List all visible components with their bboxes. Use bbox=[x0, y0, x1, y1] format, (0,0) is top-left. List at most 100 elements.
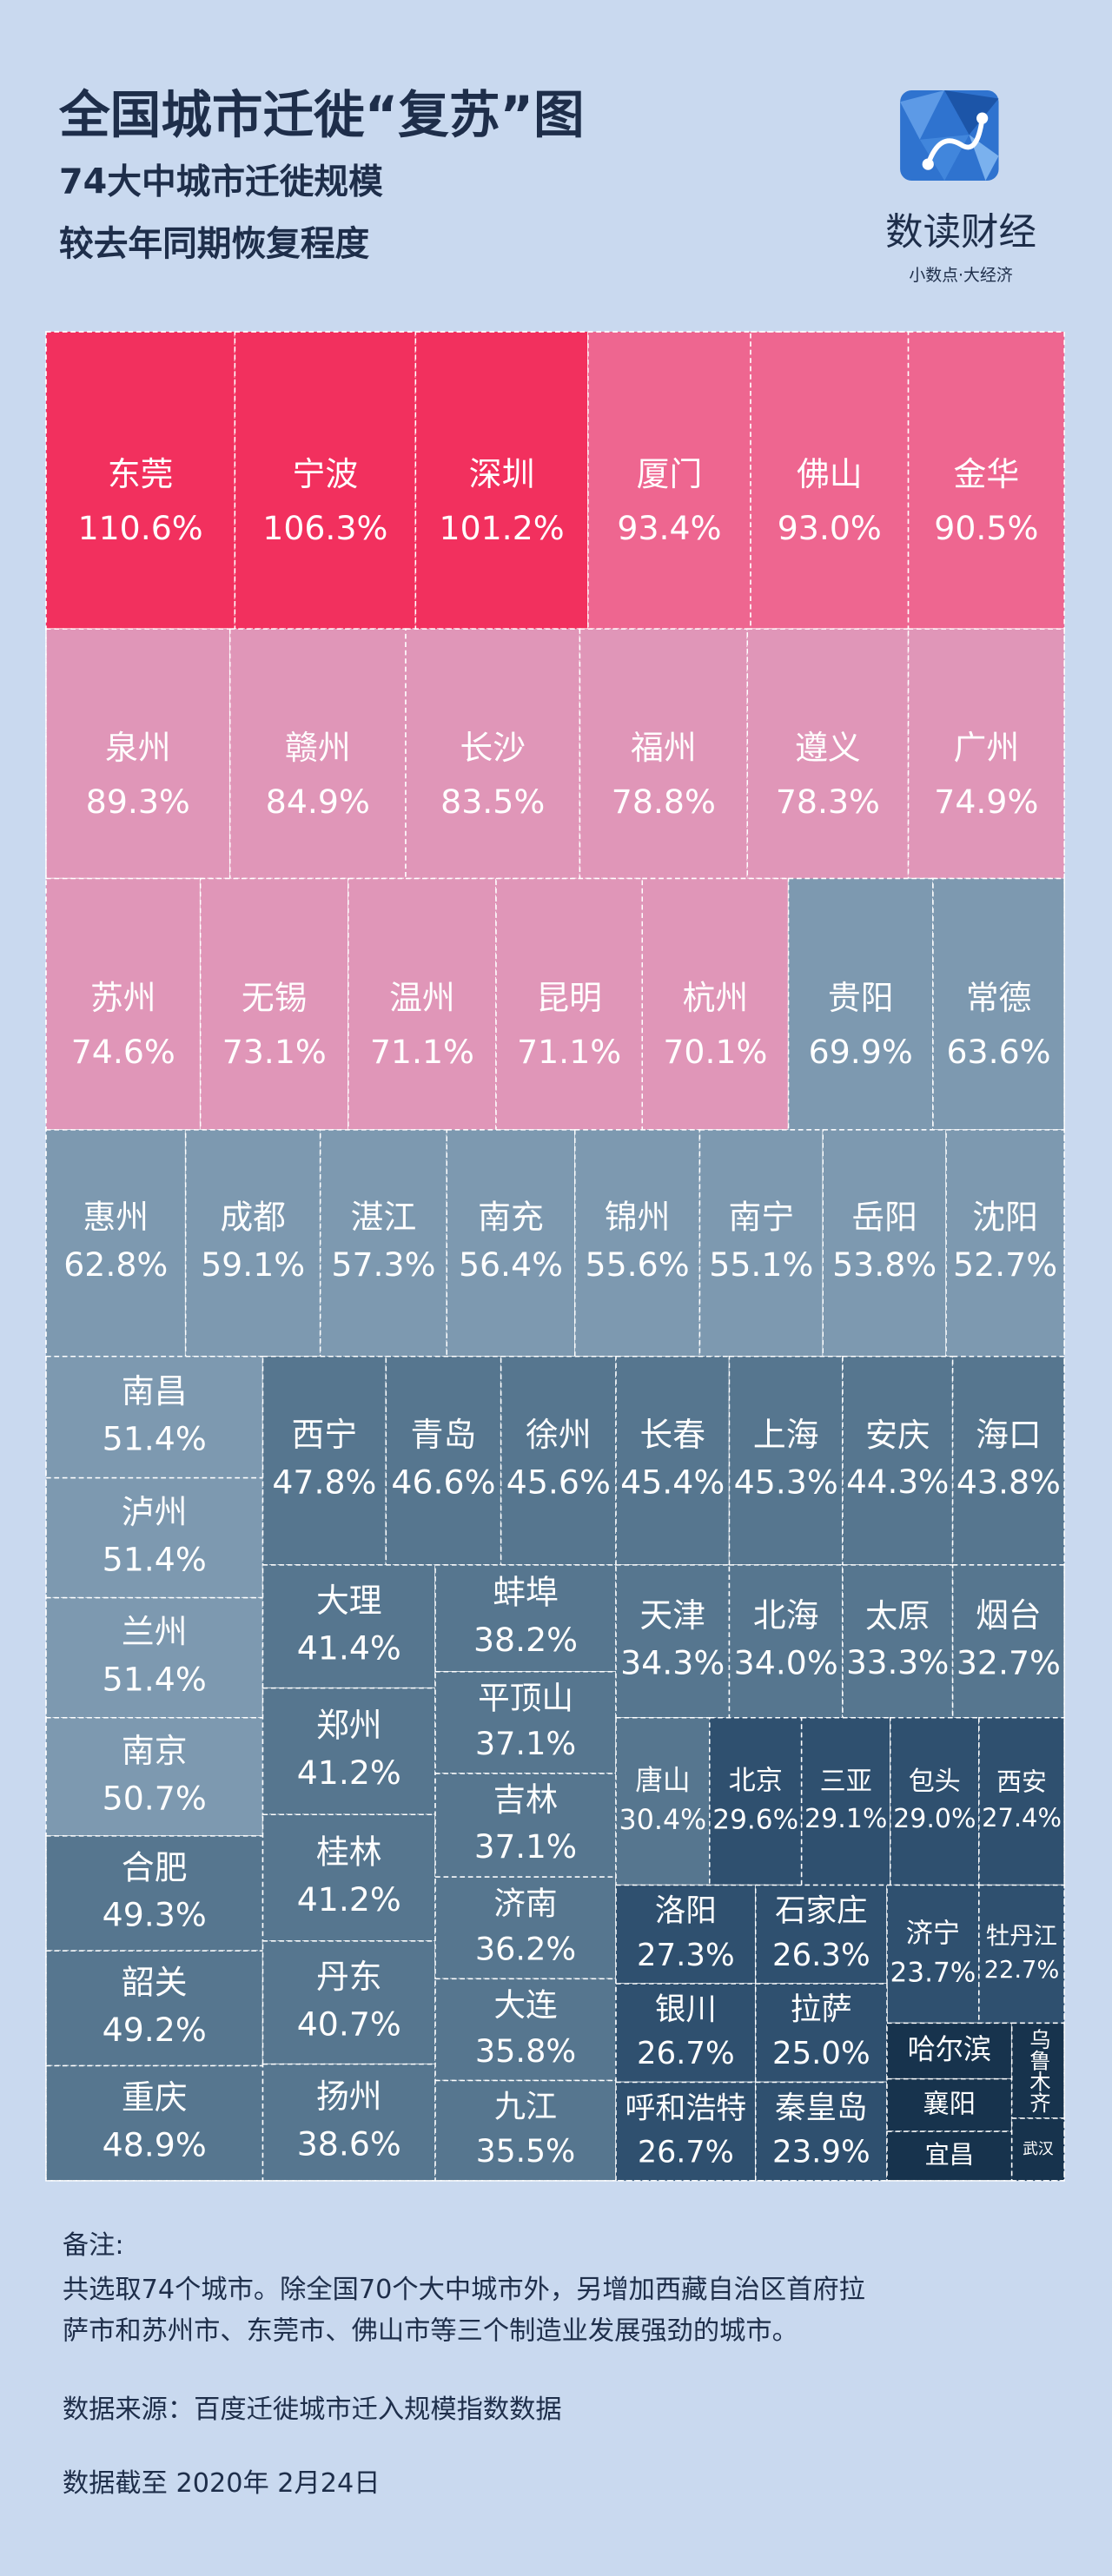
treemap-cell bbox=[587, 331, 751, 630]
value-label: 71.1% bbox=[370, 1033, 474, 1071]
treemap-cell bbox=[261, 2063, 436, 2182]
city-name: 乌鲁木齐 bbox=[1027, 2028, 1052, 2113]
value-label: 27.4% bbox=[982, 1803, 1062, 1833]
city-name: 赣州 bbox=[285, 729, 351, 767]
treemap-cell bbox=[615, 1355, 731, 1566]
treemap-cell bbox=[495, 877, 644, 1131]
treemap-cell bbox=[348, 877, 497, 1131]
treemap-cell bbox=[434, 1671, 617, 1774]
treemap-cell bbox=[45, 877, 202, 1131]
city-name: 北海 bbox=[753, 1596, 819, 1635]
treemap-cell bbox=[434, 1773, 617, 1878]
value-label: 29.1% bbox=[804, 1804, 887, 1834]
value-label: 106.3% bbox=[262, 509, 387, 547]
value-label: 38.2% bbox=[473, 1621, 578, 1659]
value-label: 55.1% bbox=[709, 1245, 813, 1284]
value-label: 46.6% bbox=[391, 1463, 495, 1502]
treemap-cell bbox=[446, 1129, 576, 1357]
city-name: 长沙 bbox=[460, 729, 526, 767]
value-label: 84.9% bbox=[266, 783, 370, 821]
value-label: 78.3% bbox=[776, 783, 880, 821]
treemap-cell bbox=[434, 1978, 617, 2082]
value-label: 22.7% bbox=[984, 1957, 1060, 1984]
treemap-cell bbox=[728, 1355, 844, 1566]
treemap-cell bbox=[886, 1884, 980, 2024]
value-label: 37.1% bbox=[475, 1725, 576, 1762]
treemap-cell bbox=[319, 1129, 448, 1357]
city-name: 哈尔滨 bbox=[908, 2033, 991, 2066]
treemap-cell bbox=[261, 1813, 436, 1942]
treemap: 东莞 110.6% 宁波 106.3% 深圳 101.2% 厦门 93.4% 佛山 93.0% 金华… bbox=[45, 331, 1065, 2182]
treemap-cell bbox=[45, 1950, 264, 2067]
value-label: 52.7% bbox=[953, 1245, 1057, 1284]
value-label: 90.5% bbox=[934, 509, 1038, 547]
city-name: 南充 bbox=[478, 1199, 544, 1237]
city-name: 大理 bbox=[316, 1582, 382, 1620]
value-label: 101.2% bbox=[440, 509, 565, 547]
value-label: 51.4% bbox=[103, 1419, 207, 1457]
treemap-cell bbox=[978, 1884, 1065, 2024]
treemap-cell bbox=[414, 331, 589, 630]
notes-date: 数据截至 2020年 2月24日 bbox=[63, 2468, 381, 2499]
city-name: 天津 bbox=[639, 1596, 705, 1635]
city-name: 厦门 bbox=[637, 455, 703, 493]
value-label: 59.1% bbox=[201, 1245, 305, 1284]
value-label: 62.8% bbox=[63, 1245, 168, 1284]
chart-title: 全国城市迁徙“复苏”图 bbox=[58, 85, 585, 144]
treemap-cell bbox=[405, 628, 581, 880]
city-name: 宁波 bbox=[293, 455, 359, 493]
value-label: 43.8% bbox=[956, 1463, 1061, 1502]
treemap-cell bbox=[822, 1129, 947, 1357]
city-name: 常德 bbox=[966, 979, 1032, 1017]
treemap-cell bbox=[184, 1129, 321, 1357]
city-name: 东莞 bbox=[108, 455, 174, 493]
brand-name: 数读财经 bbox=[885, 211, 1036, 254]
treemap-cell bbox=[787, 877, 934, 1131]
treemap-cell bbox=[45, 1476, 264, 1599]
treemap-frame bbox=[45, 331, 1065, 2182]
city-name: 岳阳 bbox=[851, 1199, 917, 1237]
city-name: 锦州 bbox=[605, 1199, 671, 1237]
treemap-cell bbox=[842, 1355, 954, 1566]
value-label: 27.3% bbox=[637, 1938, 735, 1973]
value-label: 41.4% bbox=[297, 1628, 401, 1667]
city-name: 福州 bbox=[631, 729, 697, 767]
brand-logo bbox=[900, 90, 999, 182]
city-name: 泉州 bbox=[105, 729, 171, 767]
value-label: 71.1% bbox=[517, 1033, 621, 1071]
city-name: 吉林 bbox=[493, 1780, 558, 1819]
value-label: 83.5% bbox=[440, 783, 545, 821]
value-label: 38.6% bbox=[297, 2124, 401, 2163]
value-label: 30.4% bbox=[619, 1805, 707, 1836]
value-label: 26.3% bbox=[772, 1938, 870, 1973]
city-name: 平顶山 bbox=[478, 1679, 573, 1716]
value-label: 48.9% bbox=[103, 2125, 207, 2163]
city-name: 韶关 bbox=[122, 1964, 188, 2002]
brand-slogan: 小数点·大经济 bbox=[909, 266, 1012, 285]
city-name: 广州 bbox=[954, 729, 1020, 767]
city-name: 贵阳 bbox=[828, 979, 894, 1017]
city-name: 郑州 bbox=[316, 1707, 382, 1745]
city-name: 宜昌 bbox=[924, 2141, 974, 2170]
treemap-cell bbox=[199, 877, 349, 1131]
treemap-cell bbox=[754, 1884, 888, 1985]
treemap-cell bbox=[728, 1564, 844, 1719]
value-label: 56.4% bbox=[459, 1245, 563, 1284]
treemap-cell bbox=[234, 331, 417, 630]
value-label: 29.6% bbox=[712, 1805, 798, 1836]
value-label: 25.0% bbox=[772, 2036, 870, 2071]
treemap-cell bbox=[385, 1355, 502, 1566]
city-name: 无锡 bbox=[242, 979, 308, 1017]
treemap-cell bbox=[573, 1129, 701, 1357]
value-label: 40.7% bbox=[297, 2005, 401, 2043]
treemap-cell bbox=[698, 1129, 824, 1357]
treemap-cell bbox=[228, 628, 407, 880]
treemap-cell bbox=[434, 1876, 617, 1980]
city-name: 秦皇岛 bbox=[775, 2091, 867, 2126]
city-name: 苏州 bbox=[90, 979, 156, 1017]
city-name: 洛阳 bbox=[655, 1893, 717, 1929]
value-label: 74.9% bbox=[934, 783, 1038, 821]
value-label: 50.7% bbox=[103, 1779, 207, 1817]
city-name: 遵义 bbox=[795, 729, 861, 767]
city-name: 温州 bbox=[389, 979, 455, 1017]
